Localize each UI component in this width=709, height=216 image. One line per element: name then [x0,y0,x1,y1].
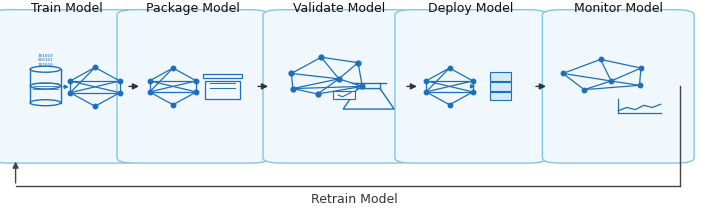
FancyBboxPatch shape [263,10,415,163]
FancyBboxPatch shape [490,72,511,81]
Text: Monitor Model: Monitor Model [574,2,663,15]
FancyBboxPatch shape [117,10,269,163]
FancyBboxPatch shape [542,10,694,163]
Text: Validate Model: Validate Model [293,2,385,15]
Text: 101010
010101
101010: 101010 010101 101010 [38,54,53,67]
FancyBboxPatch shape [395,10,547,163]
Ellipse shape [30,66,60,72]
FancyBboxPatch shape [0,10,143,163]
Text: Train Model: Train Model [30,2,103,15]
FancyBboxPatch shape [490,82,511,91]
Text: Retrain Model: Retrain Model [311,193,398,206]
FancyBboxPatch shape [203,74,242,78]
FancyBboxPatch shape [333,91,355,99]
Text: Package Model: Package Model [146,2,240,15]
FancyBboxPatch shape [490,92,511,100]
FancyBboxPatch shape [205,81,240,99]
Text: Deploy Model: Deploy Model [428,2,513,15]
